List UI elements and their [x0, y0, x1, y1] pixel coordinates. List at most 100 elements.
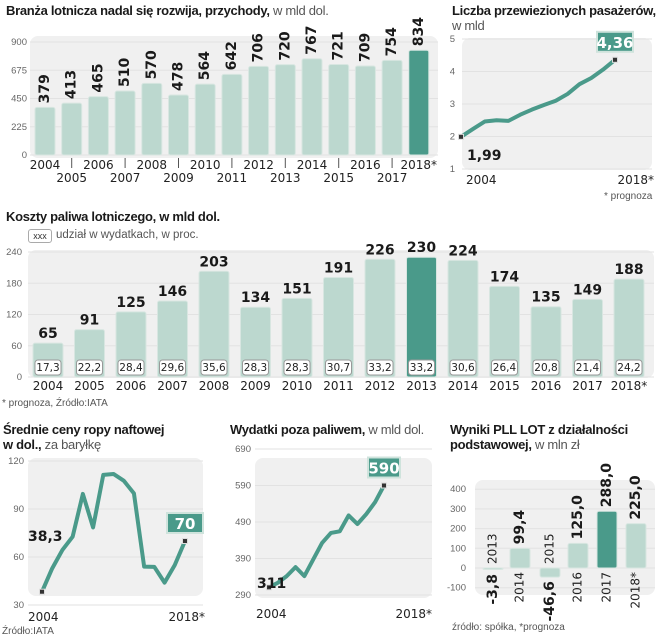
value-label: 203: [199, 254, 228, 270]
nonfuel-title-unit: w mld dol.: [368, 422, 424, 437]
x-tick-label: 2004: [466, 173, 497, 187]
end-value-label: 70: [175, 515, 196, 533]
passengers-title-text: Liczba przewiezionych pasażerów,: [452, 3, 656, 18]
oil-note: Źródło:IATA: [2, 626, 54, 637]
start-value-label: 38,3: [28, 529, 63, 545]
fuel-chart-title: Koszty paliwa lotniczego, w mld dol.: [6, 209, 220, 224]
share-label: 29,6: [161, 362, 185, 374]
value-label: 91: [80, 313, 99, 329]
x-tick-label: 2007: [110, 171, 141, 185]
nonfuel-line-chart: 290 390 490 590 690 311 590 2004 2018*: [235, 444, 432, 621]
x-tick-label: 2013: [270, 171, 301, 185]
value-label: 230: [407, 240, 436, 256]
passengers-title-unit: w mld: [452, 18, 485, 33]
fuel-title-text: Koszty paliwa lotniczego, w mld dol.: [6, 209, 220, 224]
bar: [482, 567, 504, 570]
y-tick-label: 240: [6, 247, 22, 258]
revenue-title-text: Branża lotnicza nadal się rozwija, przyc…: [6, 3, 270, 18]
bar: [221, 73, 243, 156]
y-tick-label: 100: [450, 543, 466, 554]
share-label: 35,6: [202, 362, 226, 374]
end-value-box: [166, 512, 204, 534]
bar: [613, 278, 645, 378]
value-label: 413: [64, 70, 80, 99]
y-tick-label: 290: [235, 590, 251, 601]
share-label-box: [200, 359, 228, 376]
data-point-marker: [458, 133, 464, 140]
bar: [354, 65, 376, 156]
y-tick-label: 4: [450, 67, 455, 78]
x-tick-label: 2018*: [401, 158, 438, 172]
end-value-label: 4,36: [596, 34, 633, 52]
value-label: 146: [158, 284, 187, 300]
x-tick-label: 2014: [513, 572, 527, 603]
passengers-chart-title: Liczba przewiezionych pasażerów, w mld: [452, 3, 656, 33]
x-tick-label: 2015: [489, 379, 520, 393]
bar: [301, 58, 323, 156]
x-tick-label: 2017: [600, 572, 614, 603]
x-tick-label: 2018*: [611, 379, 648, 393]
data-point-marker: [381, 482, 387, 489]
share-label: 21,4: [576, 362, 600, 374]
bar: [408, 49, 430, 156]
share-label: 33,2: [368, 362, 391, 374]
share-label: 33,2: [410, 362, 433, 374]
x-tick-label: 2015: [323, 171, 354, 185]
x-tick-label: 2008: [199, 379, 230, 393]
x-tick-label: 2016: [531, 379, 562, 393]
x-tick-label: 2009: [240, 379, 271, 393]
bar: [274, 64, 296, 156]
share-label-box: [117, 359, 145, 376]
y-tick-label: 120: [8, 456, 24, 467]
share-label-box: [242, 359, 269, 376]
x-tick-label: 2016: [571, 572, 585, 603]
share-label-box: [159, 359, 186, 376]
y-tick-label: 690: [235, 444, 251, 455]
bar: [567, 542, 589, 569]
lot-title-text2: podstawowej,: [450, 437, 532, 452]
y-tick-label: 60: [11, 341, 22, 352]
bar: [61, 102, 83, 156]
share-label: 28,4: [119, 362, 143, 374]
x-tick-label: 2012: [243, 158, 274, 172]
share-label: 30,7: [327, 362, 350, 374]
start-value-label: 1,99: [467, 148, 502, 164]
x-tick-label: 2014: [297, 158, 328, 172]
value-label: 478: [171, 62, 187, 91]
y-tick-label: 490: [235, 517, 251, 528]
share-label: 28,3: [285, 362, 308, 374]
x-tick-label: 2005: [56, 171, 87, 185]
revenue-chart-title: Branża lotnicza nadal się rozwija, przyc…: [6, 3, 329, 18]
data-line: [459, 57, 617, 139]
share-label-box: [34, 359, 62, 376]
x-tick-label: 2004: [33, 379, 64, 393]
value-label: 134: [241, 290, 270, 306]
value-label: 510: [117, 57, 133, 86]
data-point-marker: [182, 538, 188, 544]
value-label: 65: [38, 326, 57, 342]
revenue-title-unit: w mld dol.: [272, 3, 329, 18]
bar: [625, 523, 647, 569]
bar: [381, 59, 403, 156]
value-label: 125: [116, 295, 145, 311]
bar: [323, 277, 354, 378]
oil-title-unit: za baryłkę: [44, 437, 102, 452]
y-tick-label: 0: [17, 372, 22, 383]
value-label: 151: [282, 281, 311, 297]
oil-title-text: Średnie ceny ropy naftowej: [3, 422, 165, 437]
value-label: 225,0: [628, 475, 644, 520]
value-label: 224: [448, 243, 477, 259]
x-tick-label: 2017: [572, 379, 603, 393]
value-label: 721: [331, 31, 347, 60]
end-value-box: [596, 30, 634, 53]
value-label: 226: [365, 242, 394, 258]
value-label: 191: [324, 261, 353, 277]
y-tick-label: 225: [11, 122, 27, 133]
revenue-bar-chart: 0 225 450 675 900 379 2004 413 2005 465 2006 510 200…: [11, 17, 438, 185]
share-label-box: [615, 359, 643, 376]
share-label-box: [283, 359, 311, 376]
lot-title-text: Wyniki PLL LOT z działalności: [450, 422, 628, 437]
share-label-box: [491, 359, 518, 376]
bar: [447, 259, 479, 378]
x-tick-label: 2018*: [168, 610, 205, 624]
